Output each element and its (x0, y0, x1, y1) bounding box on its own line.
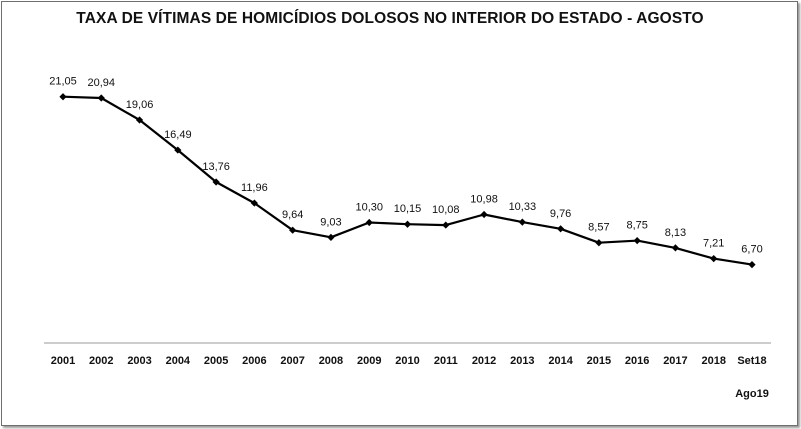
axis-note: Ago19 (735, 388, 769, 400)
data-point-marker (557, 225, 565, 233)
data-point-marker (710, 255, 718, 263)
data-label: 8,57 (588, 222, 609, 234)
data-label: 6,70 (741, 244, 762, 256)
data-point-marker (480, 210, 488, 219)
data-label: 8,13 (665, 227, 686, 239)
data-point-marker (212, 178, 220, 186)
data-label: 19,06 (126, 99, 154, 111)
data-point-marker (289, 226, 297, 234)
data-label: 9,03 (320, 216, 341, 228)
data-point-marker (671, 244, 680, 252)
x-tick-label: 2017 (663, 355, 687, 367)
data-point-marker (250, 199, 258, 207)
data-point-marker (135, 116, 144, 124)
x-tick-label: 2013 (510, 355, 534, 367)
series-line (62, 95, 753, 266)
x-tick-label: 2015 (587, 355, 611, 367)
data-label: 10,98 (470, 194, 498, 206)
data-label: 13,76 (202, 161, 230, 173)
data-label: 7,21 (703, 238, 724, 250)
data-point-marker (327, 233, 335, 241)
x-tick-label: 2016 (625, 355, 649, 367)
data-point-marker (633, 237, 641, 245)
x-tick-label: 2009 (357, 355, 381, 367)
x-tick-label: 2003 (127, 355, 151, 367)
data-label: 10,33 (509, 201, 537, 213)
x-tick-label: 2002 (89, 355, 113, 367)
data-point-marker (59, 93, 67, 101)
data-label: 10,08 (432, 204, 460, 216)
x-tick-label: 2006 (242, 355, 266, 367)
x-tick-label: 2014 (548, 355, 573, 367)
x-tick-label: 2010 (395, 355, 419, 367)
data-point-marker (442, 221, 450, 229)
data-label: 8,75 (626, 220, 647, 232)
data-point-marker (748, 261, 756, 269)
x-tick-label: 2018 (701, 355, 725, 367)
x-tick-label: 2005 (204, 355, 228, 367)
x-tick-label: 2012 (472, 355, 496, 367)
x-tick-label: 2004 (166, 355, 191, 367)
data-label: 10,15 (394, 203, 422, 215)
data-label: 11,96 (241, 182, 268, 194)
x-tick-label: Set18 (737, 355, 766, 367)
data-point-marker (595, 239, 603, 247)
x-tick-label: 2007 (280, 355, 304, 367)
x-tick-label: 2008 (319, 355, 343, 367)
x-tick-label: 2001 (51, 355, 75, 367)
data-label: 9,64 (282, 209, 303, 221)
chart-title: TAXA DE VÍTIMAS DE HOMICÍDIOS DOLOSOS NO… (76, 10, 704, 27)
data-point-marker (97, 94, 105, 102)
data-label: 10,30 (355, 201, 383, 213)
data-point-marker (365, 218, 373, 227)
data-point-marker (174, 146, 182, 154)
data-label: 21,05 (49, 76, 77, 88)
data-label: 9,76 (550, 208, 571, 220)
data-point-marker (403, 220, 412, 228)
x-tick-label: 2011 (434, 355, 458, 367)
data-point-marker (518, 218, 526, 226)
data-label: 20,94 (88, 77, 116, 89)
data-label: 16,49 (164, 129, 192, 141)
